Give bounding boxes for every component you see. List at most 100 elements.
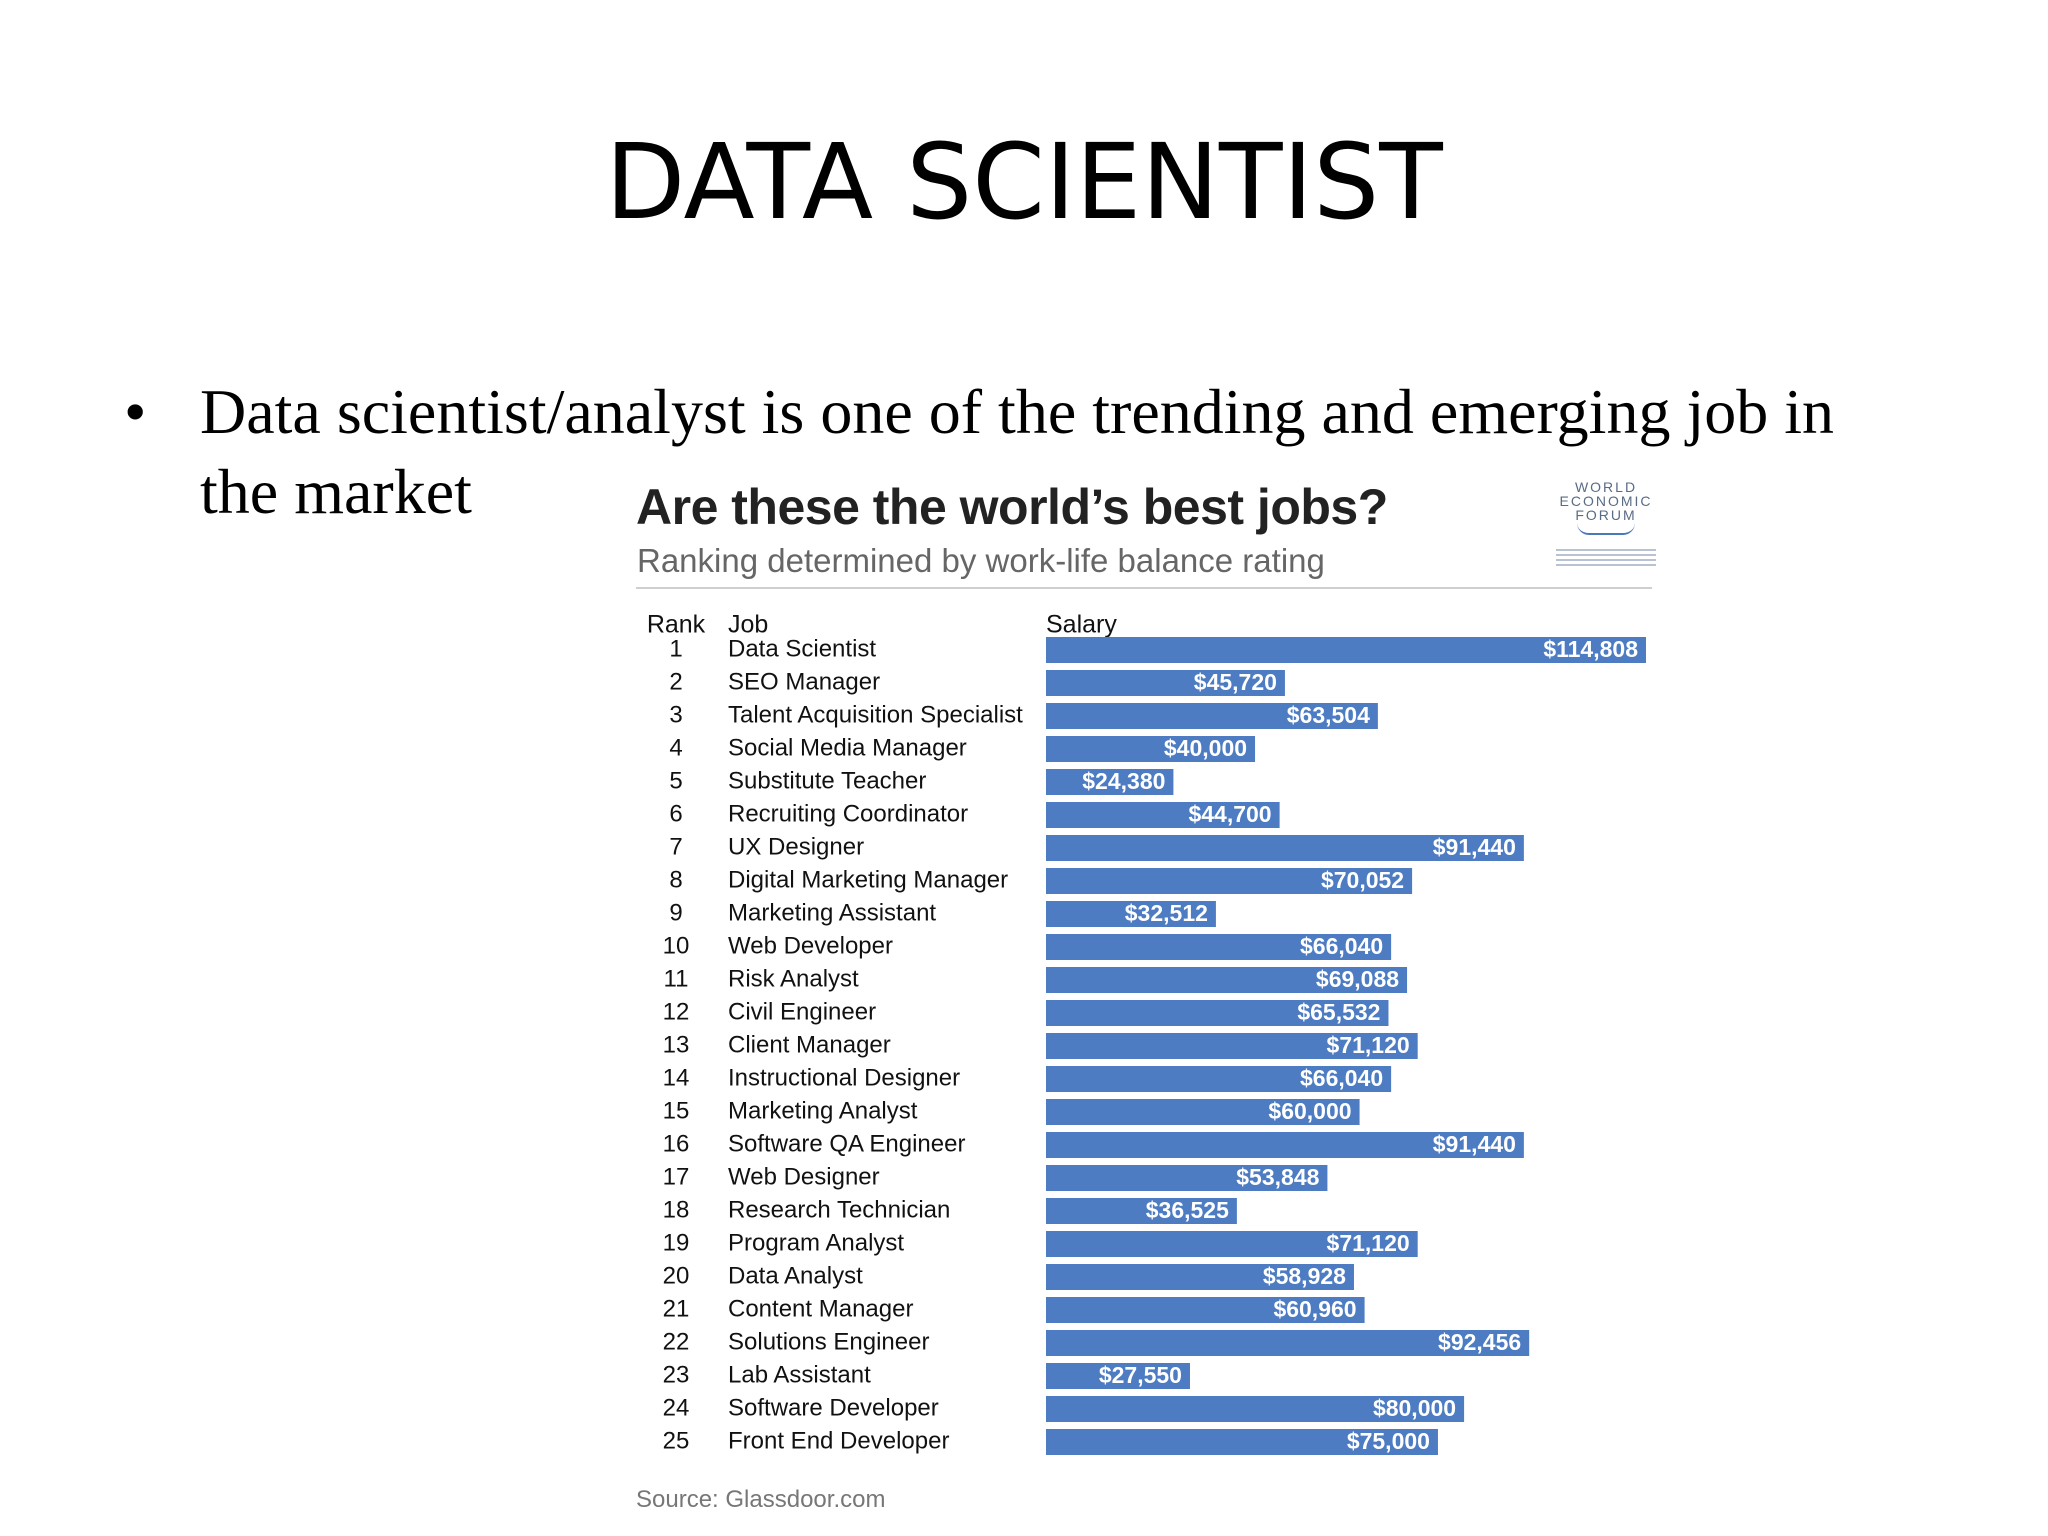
logo-fineprint — [1556, 549, 1656, 569]
rank-label: 17 — [663, 1163, 690, 1190]
bullet-text: Data scientist/analyst is one of the tre… — [200, 376, 1834, 527]
rank-label: 18 — [663, 1196, 690, 1223]
salary-bar — [1046, 1396, 1465, 1422]
rank-label: 6 — [669, 800, 682, 827]
job-label: Data Analyst — [728, 1262, 863, 1289]
rank-label: 11 — [664, 965, 689, 992]
salary-value-label: $70,052 — [1321, 867, 1404, 893]
job-label: Content Manager — [728, 1295, 913, 1322]
job-label: Front End Developer — [728, 1427, 949, 1454]
salary-value-label: $44,700 — [1188, 801, 1271, 827]
salary-bar — [1046, 769, 1174, 795]
logo-arc-icon — [1577, 523, 1635, 535]
job-label: UX Designer — [728, 833, 864, 860]
bullet-marker: • — [124, 376, 147, 447]
job-label: Civil Engineer — [728, 998, 876, 1025]
salary-value-label: $75,000 — [1347, 1428, 1430, 1454]
salary-bar — [1046, 1330, 1530, 1356]
rank-label: 2 — [669, 668, 682, 695]
salary-value-label: $45,720 — [1194, 669, 1277, 695]
rank-label: 19 — [663, 1229, 690, 1256]
rank-label: 13 — [663, 1031, 690, 1058]
rank-label: 7 — [669, 833, 682, 860]
job-label: Program Analyst — [728, 1229, 904, 1256]
salary-value-label: $65,532 — [1297, 999, 1380, 1025]
salary-bar — [1046, 835, 1524, 861]
job-label: Marketing Analyst — [728, 1097, 918, 1124]
rank-label: 8 — [669, 866, 682, 893]
salary-bar — [1046, 1000, 1389, 1026]
salary-bar — [1046, 802, 1280, 828]
logo-line-world: WORLD — [1574, 479, 1638, 495]
chart-title: Are these the world’s best jobs? — [636, 479, 1388, 535]
job-label: SEO Manager — [728, 668, 880, 695]
job-label: Instructional Designer — [728, 1064, 960, 1091]
job-label: Client Manager — [728, 1031, 891, 1058]
salary-bar — [1046, 1231, 1418, 1257]
salary-bar — [1046, 670, 1285, 696]
salary-value-label: $32,512 — [1125, 900, 1208, 926]
salary-bar — [1046, 1099, 1360, 1125]
rank-label: 24 — [663, 1394, 690, 1421]
salary-value-label: $53,848 — [1236, 1164, 1319, 1190]
salary-value-label: $40,000 — [1164, 735, 1247, 761]
job-label: Research Technician — [728, 1196, 950, 1223]
salary-value-label: $27,550 — [1099, 1362, 1182, 1388]
salary-value-label: $114,808 — [1543, 636, 1638, 662]
rank-label: 9 — [669, 899, 682, 926]
rank-label: 20 — [663, 1262, 690, 1289]
salary-bar — [1046, 967, 1408, 993]
job-label: Substitute Teacher — [728, 767, 926, 794]
rank-label: 16 — [663, 1130, 690, 1157]
column-header-job: Job — [728, 611, 768, 639]
wef-logo: WORLD ECONOMIC FORUM — [1548, 480, 1664, 580]
job-label: Software QA Engineer — [728, 1130, 965, 1157]
slide-title: DATA SCIENTIST — [605, 121, 1443, 243]
salary-value-label: $36,525 — [1146, 1197, 1229, 1223]
job-label: Recruiting Coordinator — [728, 800, 968, 827]
salary-value-label: $60,000 — [1268, 1098, 1351, 1124]
salary-value-label: $80,000 — [1373, 1395, 1456, 1421]
rank-label: 21 — [663, 1295, 690, 1322]
column-header-rank: Rank — [647, 611, 706, 639]
job-label: Web Designer — [728, 1163, 880, 1190]
job-label: Marketing Assistant — [728, 899, 936, 926]
job-label: Digital Marketing Manager — [728, 866, 1008, 893]
salary-bar — [1046, 1264, 1354, 1290]
salary-value-label: $71,120 — [1327, 1230, 1410, 1256]
rank-label: 23 — [663, 1361, 690, 1388]
salary-bar — [1046, 736, 1256, 762]
rank-label: 3 — [669, 701, 682, 728]
salary-value-label: $92,456 — [1438, 1329, 1521, 1355]
rank-label: 15 — [663, 1097, 690, 1124]
salary-value-label: $58,928 — [1263, 1263, 1346, 1289]
salary-bar — [1046, 1297, 1365, 1323]
salary-value-label: $66,040 — [1300, 1065, 1383, 1091]
salary-bar — [1046, 1033, 1418, 1059]
rank-label: 25 — [663, 1427, 690, 1454]
rank-label: 12 — [663, 998, 690, 1025]
logo-line-forum: FORUM — [1575, 507, 1637, 523]
job-label: Software Developer — [728, 1394, 939, 1421]
chart-divider — [636, 587, 1652, 589]
salary-value-label: $60,960 — [1273, 1296, 1356, 1322]
salary-value-label: $66,040 — [1300, 933, 1383, 959]
salary-bar — [1046, 1429, 1438, 1455]
job-label: Web Developer — [728, 932, 893, 959]
salary-bar — [1046, 868, 1413, 894]
rank-label: 1 — [669, 635, 682, 662]
salary-value-label: $24,380 — [1082, 768, 1165, 794]
salary-value-label: $91,440 — [1433, 1131, 1516, 1157]
salary-value-label: $71,120 — [1327, 1032, 1410, 1058]
job-label: Risk Analyst — [728, 965, 859, 992]
job-label: Solutions Engineer — [728, 1328, 929, 1355]
job-label: Data Scientist — [728, 635, 876, 662]
salary-bar — [1046, 1132, 1524, 1158]
rank-label: 4 — [669, 734, 682, 761]
rank-label: 22 — [663, 1328, 690, 1355]
salary-bar — [1046, 637, 1646, 663]
rank-label: 14 — [663, 1064, 690, 1091]
job-label: Lab Assistant — [728, 1361, 871, 1388]
salary-bar — [1046, 901, 1216, 927]
logo-line-economic: ECONOMIC — [1559, 493, 1653, 509]
